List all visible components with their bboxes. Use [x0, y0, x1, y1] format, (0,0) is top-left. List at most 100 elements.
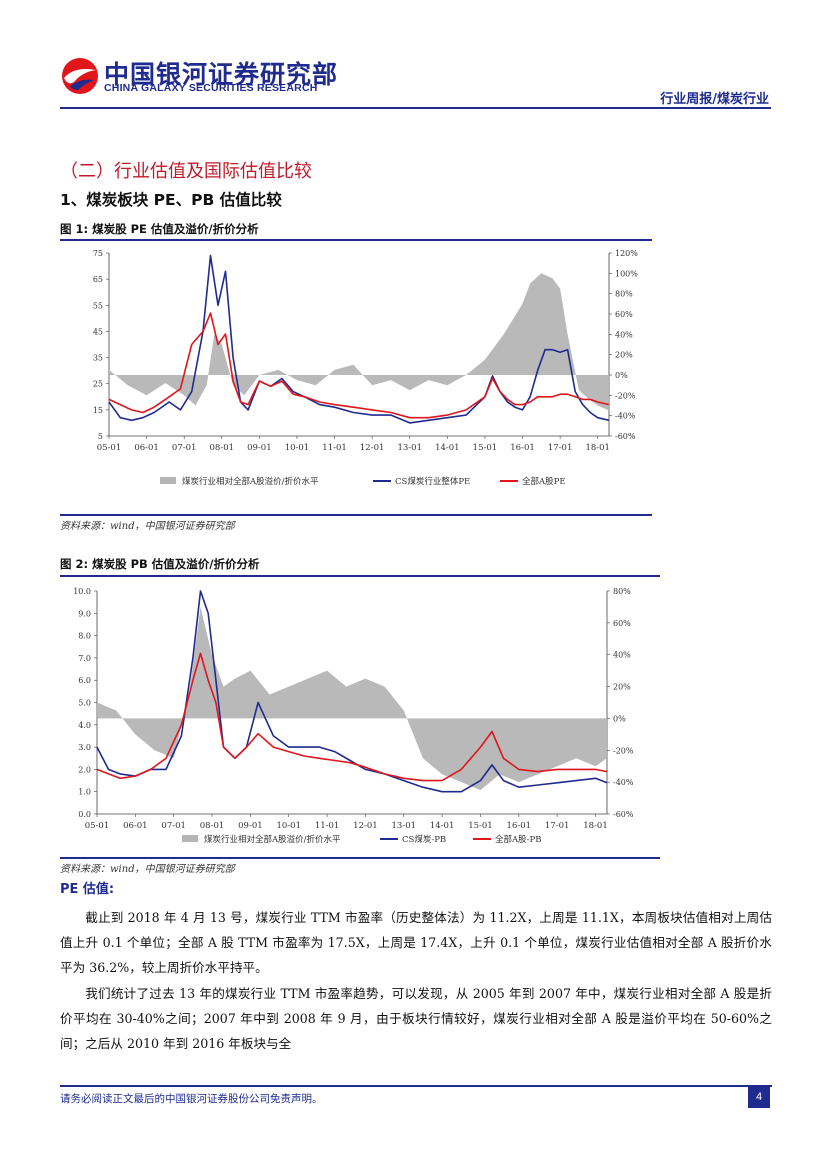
coal-line: [96, 590, 608, 793]
legend-label: 煤炭行业相对全部A股溢价/折价水平: [204, 834, 341, 845]
y-tick-label: 2.0: [78, 765, 91, 774]
y2-tick-label: 60%: [615, 310, 633, 319]
x-tick-label: 13-01: [397, 443, 422, 453]
y2-tick-label: 20%: [615, 351, 633, 360]
pe-heading: PE 估值:: [60, 882, 115, 897]
x-tick-label: 06-01: [134, 443, 159, 453]
logo-mark: [60, 56, 100, 96]
x-tick-label: 11-01: [322, 443, 347, 453]
y-tick-label: 5: [98, 432, 103, 441]
y-tick-label: 5.0: [78, 699, 91, 708]
paragraph-2: 我们统计了过去 13 年的煤炭行业 TTM 市盈率趋势，可以发现，从 2005 …: [60, 986, 772, 1051]
x-tick-label: 15-01: [473, 443, 498, 453]
x-tick-label: 10-01: [276, 821, 301, 831]
legend-area-swatch: [182, 835, 198, 842]
y2-tick-label: 80%: [613, 587, 631, 596]
header-tag: 行业周报/煤炭行业: [660, 92, 769, 107]
y-tick-label: 25: [93, 380, 103, 389]
subsection-title: 1、煤炭板块 PE、PB 估值比较: [60, 191, 282, 209]
y2-tick-label: 40%: [613, 651, 631, 660]
x-tick-label: 12-01: [360, 443, 385, 453]
figure-2-bottom-rule: [60, 857, 660, 859]
x-tick-label: 07-01: [161, 821, 186, 831]
y2-tick-label: 0%: [615, 371, 628, 380]
y-tick-label: 0.0: [78, 810, 91, 819]
y-tick-label: 9.0: [78, 609, 91, 618]
y2-tick-label: -40%: [615, 412, 636, 421]
x-tick-label: 09-01: [238, 821, 263, 831]
x-tick-label: 06-01: [123, 821, 148, 831]
x-tick-label: 16-01: [510, 443, 535, 453]
a-share-line: [96, 652, 608, 782]
header-rule: [60, 107, 771, 109]
legend-area-swatch: [160, 477, 176, 484]
figure-1-bottom-rule: [60, 514, 652, 516]
premium-discount-area: [97, 606, 607, 791]
x-tick-label: 08-01: [200, 821, 225, 831]
y-tick-label: 10.0: [73, 587, 91, 596]
y2-tick-label: 60%: [613, 619, 631, 628]
x-tick-label: 08-01: [210, 443, 235, 453]
x-tick-label: 07-01: [172, 443, 197, 453]
paragraph-1: 截止到 2018 年 4 月 13 号，煤炭行业 TTM 市盈率（历史整体法）为…: [60, 910, 772, 975]
footer-rule: [60, 1085, 772, 1087]
y2-tick-label: 40%: [615, 330, 633, 339]
pb-chart: 10.0 9.0 8.0 7.0 6.0 5.0 4.0 3.0 2.0 1.0 0.0 80% 60%…: [73, 587, 634, 845]
section-title: （二）行业估值及国际估值比较: [60, 161, 312, 182]
figure-1-top-rule: [60, 239, 652, 241]
y2-tick-label: 20%: [613, 683, 631, 692]
y-tick-label: 15: [93, 406, 103, 415]
y2-tick-label: 0%: [613, 714, 626, 723]
y-tick-label: 3.0: [78, 743, 91, 752]
galaxy-logo-icon: [62, 58, 98, 94]
x-tick-label: 10-01: [285, 443, 310, 453]
logo-cn: 中国银河证券研究部: [104, 60, 339, 89]
y-tick-label: 45: [93, 327, 103, 336]
legend-label: 全部A股PE: [522, 476, 566, 487]
x-tick-label: 18-01: [583, 821, 608, 831]
x-tick-label: 13-01: [392, 821, 417, 831]
y2-tick-label: -60%: [613, 810, 634, 819]
legend-label: CS煤炭-PB: [402, 834, 446, 845]
page-number: 4: [748, 1087, 770, 1108]
premium-discount-area: [109, 273, 609, 411]
figure-2-title: 图 2: 煤炭股 PB 估值及溢价/折价分析: [60, 557, 260, 571]
legend-label: CS煤炭行业整体PE: [395, 476, 470, 487]
y-tick-label: 65: [93, 275, 103, 284]
x-tick-label: 17-01: [545, 821, 570, 831]
y-tick-label: 6.0: [78, 676, 91, 685]
figure-2-source: 资料来源：wind，中国银河证券研究部: [60, 864, 235, 875]
y-tick-label: 8.0: [78, 632, 91, 641]
legend-label: 煤炭行业相对全部A股溢价/折价水平: [182, 476, 319, 487]
y2-tick-label: 80%: [615, 290, 633, 299]
y2-tick-label: -60%: [615, 432, 636, 441]
y2-tick-label: -40%: [613, 778, 634, 787]
x-tick-label: 12-01: [353, 821, 378, 831]
y-tick-label: 55: [93, 301, 103, 310]
y-tick-label: 4.0: [78, 721, 91, 730]
y-tick-label: 75: [93, 249, 103, 258]
y-tick-label: 7.0: [78, 654, 91, 663]
y-tick-label: 1.0: [78, 788, 91, 797]
x-tick-label: 14-01: [430, 821, 455, 831]
footer-disclaimer-note: 请务必阅读正文最后的中国银河证券股份公司免责声明。: [60, 1093, 323, 1105]
figure-2-top-rule: [60, 575, 660, 577]
x-tick-label: 11-01: [315, 821, 340, 831]
coal-line: [108, 254, 610, 424]
y2-tick-label: 120%: [615, 249, 638, 258]
pe-chart: 75 65 55 45 35 25 15 5 120% 100% 80% 60% 40% 20% 0% -20…: [93, 249, 638, 487]
y-tick-label: 35: [93, 354, 103, 363]
figure-1-title: 图 1: 煤炭股 PE 估值及溢价/折价分析: [60, 222, 259, 236]
x-tick-label: 17-01: [548, 443, 573, 453]
x-tick-label: 16-01: [507, 821, 532, 831]
figure-1-source: 资料来源：wind，中国银河证券研究部: [60, 521, 235, 532]
x-tick-label: 14-01: [435, 443, 460, 453]
x-tick-label: 18-01: [585, 443, 610, 453]
y2-tick-label: -20%: [615, 391, 636, 400]
x-tick-label: 05-01: [85, 821, 110, 831]
legend-label: 全部A股-PB: [495, 834, 541, 845]
x-tick-label: 09-01: [247, 443, 272, 453]
logo-en: CHINA GALAXY SECURITIES RESEARCH: [104, 82, 318, 94]
x-tick-label: 05-01: [97, 443, 122, 453]
x-tick-label: 15-01: [468, 821, 493, 831]
